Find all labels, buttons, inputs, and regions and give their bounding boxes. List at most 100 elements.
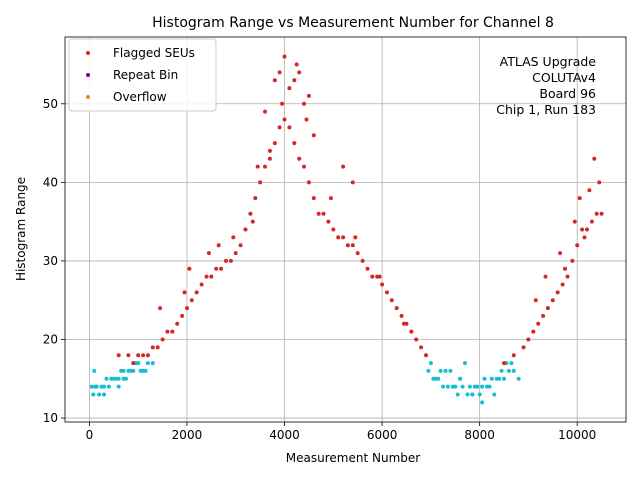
data-point <box>267 148 272 153</box>
data-point <box>419 345 424 350</box>
data-point <box>124 376 128 381</box>
data-point <box>302 164 306 169</box>
data-point <box>145 353 150 358</box>
data-point <box>165 329 170 334</box>
data-point <box>297 70 302 75</box>
data-point <box>145 361 150 366</box>
data-point <box>143 368 148 373</box>
data-point <box>516 376 521 381</box>
series-flagged-seus <box>116 54 604 366</box>
data-point <box>433 376 438 381</box>
data-point <box>480 384 485 389</box>
data-point <box>521 345 526 350</box>
x-tick-label: 4000 <box>269 428 300 442</box>
data-point <box>385 290 389 295</box>
data-point <box>377 274 382 279</box>
data-point <box>99 384 104 389</box>
data-point <box>545 306 550 311</box>
data-point <box>277 70 282 75</box>
data-point <box>502 376 506 381</box>
data-point <box>187 266 192 271</box>
data-point <box>328 196 333 201</box>
annotation-line-3: Board 96 <box>539 86 596 101</box>
data-point <box>287 86 292 91</box>
y-tick-label: 30 <box>43 254 58 268</box>
annotation-line-2: COLUTAv4 <box>532 70 596 85</box>
y-tick-label: 20 <box>43 333 58 347</box>
data-point <box>297 156 302 161</box>
data-point <box>458 376 463 381</box>
data-point <box>258 180 263 185</box>
data-point <box>594 211 599 216</box>
data-point <box>228 258 233 263</box>
data-point <box>224 258 228 263</box>
data-point <box>326 219 331 224</box>
data-point <box>94 384 99 389</box>
data-point <box>336 235 341 240</box>
data-point <box>185 306 189 311</box>
data-point <box>445 384 450 389</box>
data-point <box>304 117 309 122</box>
data-point <box>389 298 394 303</box>
data-point <box>126 353 131 358</box>
x-tick-label: 8000 <box>464 428 495 442</box>
data-point <box>467 384 472 389</box>
annotation-line-1: ATLAS Upgrade <box>500 54 597 69</box>
data-point <box>441 384 446 389</box>
data-point <box>194 290 199 295</box>
data-point <box>477 392 482 397</box>
data-point <box>536 321 541 326</box>
data-point <box>214 266 219 271</box>
data-point <box>302 101 306 106</box>
data-point <box>311 133 316 138</box>
x-tick-label: 10000 <box>558 428 596 442</box>
data-point <box>253 196 258 201</box>
legend-label-repeat-bin: Repeat Bin <box>113 68 178 82</box>
data-point <box>306 180 311 185</box>
data-point <box>287 125 292 130</box>
data-point <box>426 368 431 373</box>
y-axis-label: Histogram Range <box>14 177 28 281</box>
data-point <box>189 298 194 303</box>
data-point <box>585 227 589 232</box>
series-normal-unflagged- <box>89 361 521 405</box>
data-point <box>138 368 143 373</box>
data-point <box>492 392 497 397</box>
data-point <box>550 298 555 303</box>
legend: Flagged SEUs Repeat Bin Overflow <box>68 38 217 112</box>
data-point <box>533 298 538 303</box>
data-point <box>565 274 570 279</box>
data-point <box>350 243 355 248</box>
data-point <box>577 196 582 201</box>
data-point <box>402 321 406 326</box>
data-point <box>543 274 548 279</box>
data-point <box>277 125 282 130</box>
legend-label-flagged-seus: Flagged SEUs <box>113 46 195 60</box>
x-tick-label: 2000 <box>172 428 203 442</box>
data-point <box>380 282 385 287</box>
data-point <box>255 164 260 169</box>
axes-frame <box>64 36 627 423</box>
data-point <box>489 376 494 381</box>
annotation-text: ATLAS Upgrade COLUTAv4 Board 96 Chip 1, … <box>496 54 596 117</box>
data-point <box>250 219 255 224</box>
data-point <box>104 376 109 381</box>
data-point <box>263 164 267 169</box>
data-point <box>182 290 187 295</box>
data-point <box>204 274 209 279</box>
data-point <box>150 361 155 366</box>
data-point <box>209 274 214 279</box>
x-axis-label: Measurement Number <box>286 451 420 465</box>
chart-title: Histogram Range vs Measurement Number fo… <box>152 15 554 31</box>
data-point <box>443 368 448 373</box>
data-point <box>282 54 287 59</box>
data-point <box>180 313 185 318</box>
data-point <box>355 251 360 256</box>
data-point <box>599 211 604 216</box>
data-point <box>321 211 326 216</box>
data-point <box>582 235 587 240</box>
data-point <box>131 361 136 366</box>
legend-label-overflow: Overflow <box>113 90 167 104</box>
data-point <box>345 243 350 248</box>
data-point <box>91 392 96 397</box>
